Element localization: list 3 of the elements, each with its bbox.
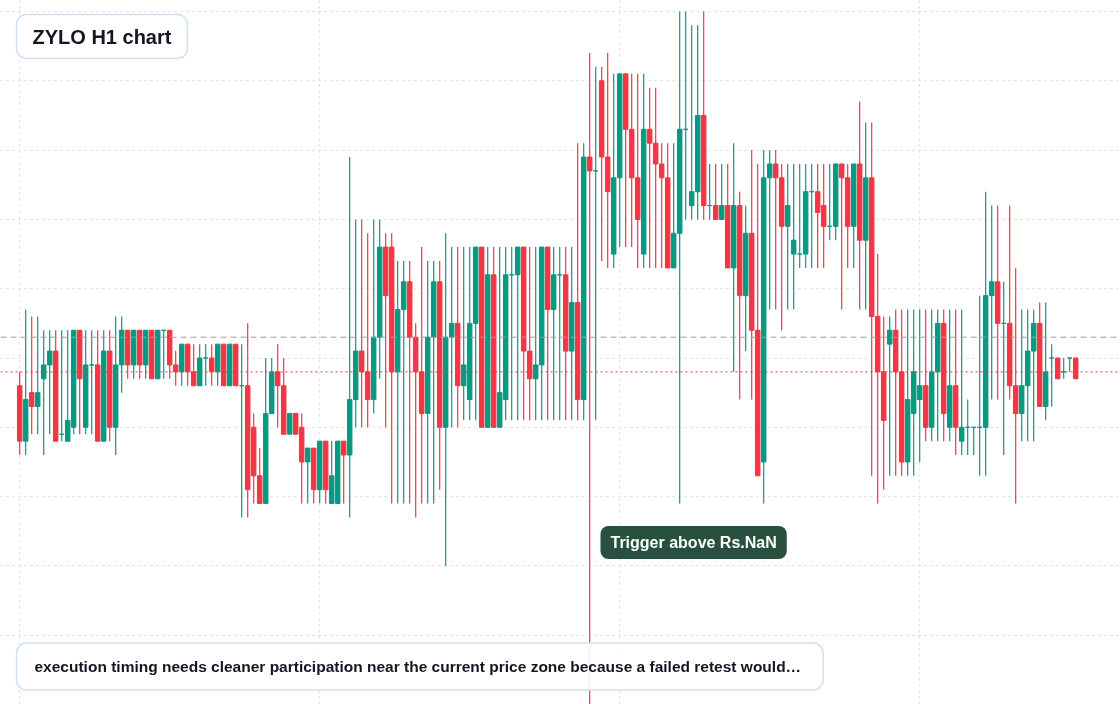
annotation: Trigger above Rs.NaN (610, 534, 777, 551)
annotation: execution timing needs cleaner participation near the current price zone because a failed retest would… (34, 658, 802, 675)
text: ZYLO H1 chart (32, 25, 172, 48)
